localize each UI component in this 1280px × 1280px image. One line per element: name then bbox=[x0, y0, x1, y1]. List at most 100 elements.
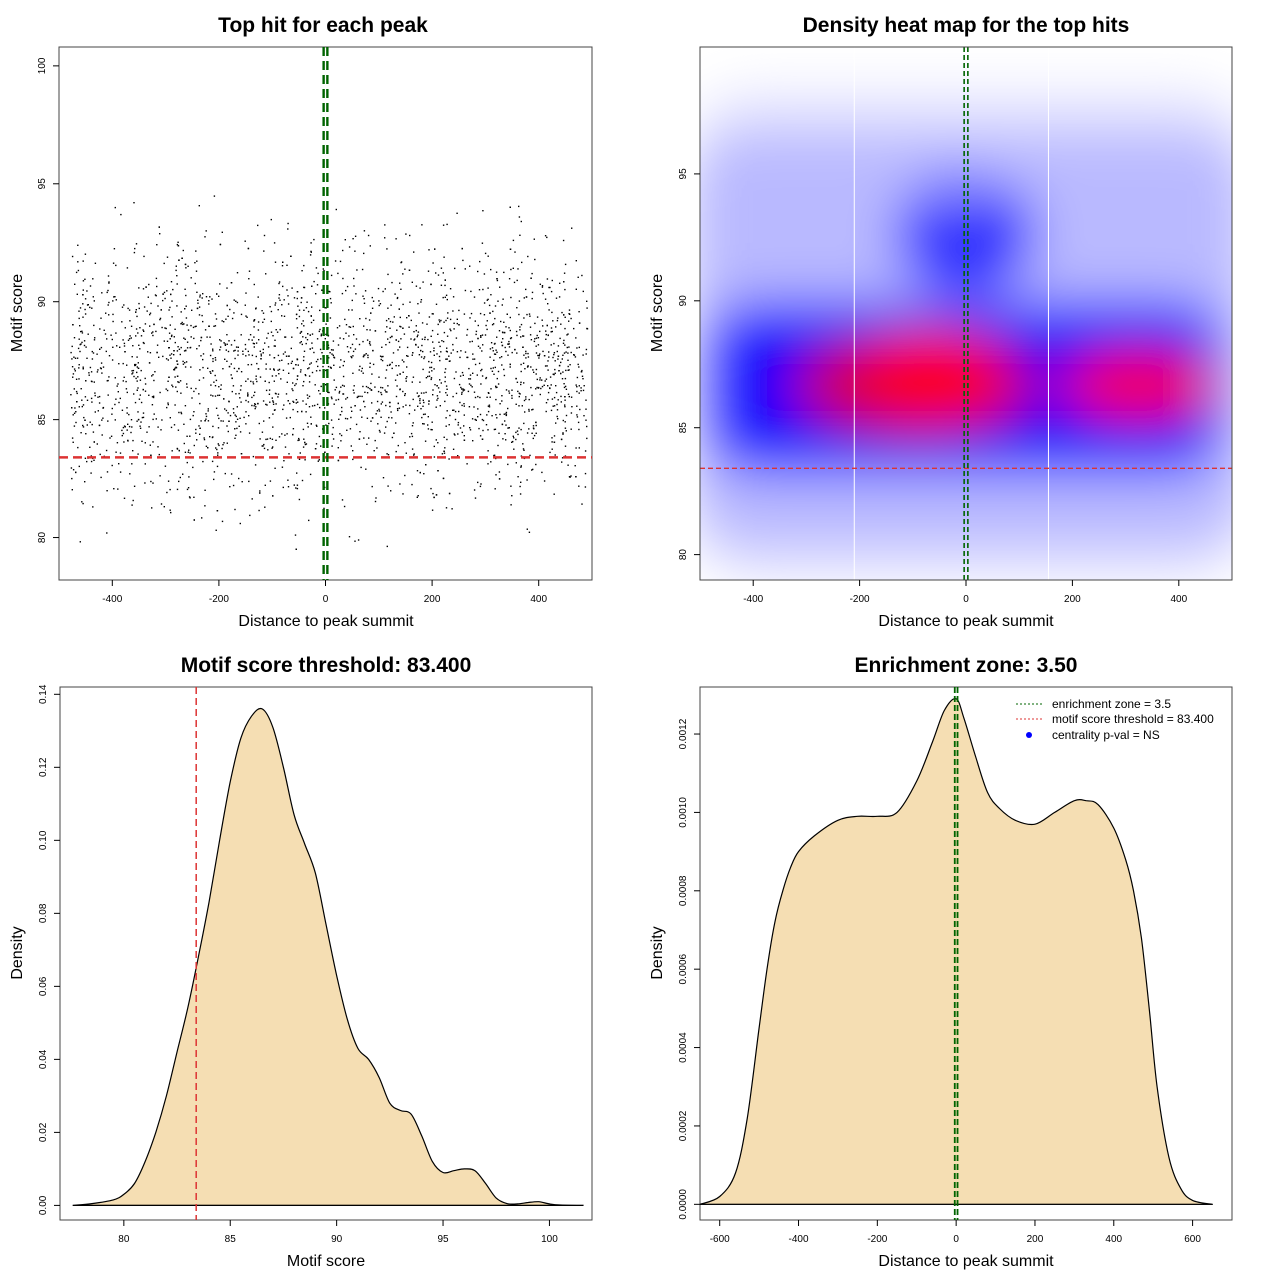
scatter-point bbox=[251, 396, 253, 399]
scatter-point bbox=[178, 411, 180, 414]
scatter-point bbox=[204, 236, 206, 238]
scatter-point bbox=[350, 445, 352, 447]
scatter-point bbox=[551, 311, 553, 314]
scatter-point bbox=[214, 359, 217, 361]
scatter-point bbox=[451, 508, 453, 510]
scatter-point bbox=[101, 372, 103, 374]
scatter-point bbox=[508, 278, 511, 280]
scatter-point bbox=[113, 248, 116, 250]
scatter-point bbox=[189, 418, 192, 421]
scatter-point bbox=[273, 409, 276, 411]
scatter-point bbox=[501, 395, 503, 397]
scatter-point bbox=[269, 401, 271, 403]
heatmap-y-tick-label: 85 bbox=[678, 422, 689, 434]
heatmap-title: Density heat map for the top hits bbox=[803, 14, 1130, 37]
scatter-point bbox=[365, 468, 367, 470]
scatter-point bbox=[129, 473, 131, 475]
scatter-point bbox=[469, 265, 471, 267]
scatter-point bbox=[496, 377, 498, 380]
scatter-point bbox=[395, 365, 397, 367]
scatter-point bbox=[246, 316, 248, 318]
scatter-point bbox=[83, 340, 86, 342]
scatter-point bbox=[469, 429, 472, 431]
scatter-point bbox=[520, 220, 522, 223]
scatter-point bbox=[124, 327, 126, 329]
scatter-point bbox=[463, 403, 465, 405]
scatter-point bbox=[361, 268, 364, 271]
scatter-point bbox=[549, 286, 551, 289]
scatter-point bbox=[522, 335, 525, 337]
scatter-point bbox=[473, 358, 476, 360]
scatter-point bbox=[235, 346, 238, 348]
scatter-point bbox=[130, 337, 132, 339]
scatter-point bbox=[112, 320, 114, 323]
scatter-point bbox=[457, 455, 459, 457]
scatter-point bbox=[497, 300, 499, 302]
scatter-point bbox=[422, 405, 424, 407]
scatter-point bbox=[199, 427, 201, 429]
scatter-point bbox=[583, 385, 585, 387]
scatter-point bbox=[275, 439, 277, 441]
scatter-point bbox=[384, 288, 386, 290]
scatter-point bbox=[525, 288, 527, 291]
scatter-point bbox=[571, 227, 573, 229]
enrichment-density-area bbox=[699, 698, 1213, 1205]
scatter-point bbox=[245, 315, 247, 317]
scatter-point bbox=[399, 282, 401, 284]
scatter-point bbox=[346, 429, 348, 431]
scatter-point bbox=[205, 296, 208, 298]
scatter-point bbox=[276, 331, 279, 333]
enrichment-x-tick-label: -600 bbox=[710, 1234, 730, 1245]
scatter-point bbox=[106, 380, 108, 382]
scatter-point bbox=[264, 506, 266, 508]
scatter-point bbox=[559, 337, 561, 340]
scatter-point bbox=[302, 446, 305, 448]
scatter-point bbox=[231, 390, 233, 393]
scatter-point bbox=[217, 414, 219, 417]
scatter-point bbox=[311, 371, 314, 374]
scatter-point bbox=[430, 335, 432, 337]
scatter-point bbox=[237, 354, 239, 356]
scatter-point bbox=[236, 418, 239, 420]
scatter-point bbox=[538, 357, 540, 359]
scatter-point bbox=[525, 296, 528, 298]
scatter-point bbox=[278, 282, 280, 285]
scatter-point bbox=[503, 374, 506, 377]
scatter-point bbox=[219, 349, 221, 351]
scatter-point bbox=[320, 385, 322, 388]
scatter-point bbox=[196, 348, 198, 350]
scatter-point bbox=[525, 357, 527, 359]
scatter-point bbox=[363, 325, 365, 327]
scatter-point bbox=[195, 432, 197, 434]
scatter-point bbox=[437, 274, 440, 276]
scatter-point bbox=[240, 371, 243, 373]
scatter-point bbox=[415, 329, 417, 332]
scatter-point bbox=[261, 445, 263, 447]
scatter-point bbox=[515, 438, 517, 441]
scatter-point bbox=[482, 429, 484, 432]
scatter-point bbox=[481, 242, 484, 244]
scatter-point bbox=[139, 427, 142, 429]
scatter-point bbox=[245, 292, 247, 294]
scatter-point bbox=[500, 356, 503, 358]
scatter-point bbox=[445, 507, 448, 509]
scatter-point bbox=[464, 268, 466, 270]
scatter-point bbox=[228, 420, 230, 422]
scatter-point bbox=[508, 343, 510, 345]
scatter-point bbox=[535, 421, 537, 424]
scatter-point bbox=[257, 329, 260, 331]
scatter-point bbox=[546, 365, 548, 367]
scatter-point bbox=[311, 333, 314, 335]
scatter-point bbox=[92, 352, 95, 354]
scatter-point bbox=[169, 338, 171, 340]
scatter-point bbox=[261, 310, 263, 312]
scatter-point bbox=[510, 268, 512, 271]
scatter-point bbox=[259, 438, 261, 440]
scatter-point bbox=[520, 323, 523, 326]
scatter-point bbox=[87, 304, 89, 306]
scatter-point bbox=[129, 335, 131, 337]
enrichment-x-ticks: -600 -400 -200 0 200 400 600 bbox=[710, 1220, 1201, 1245]
scatter-point bbox=[468, 367, 470, 370]
scatter-point bbox=[294, 384, 296, 387]
